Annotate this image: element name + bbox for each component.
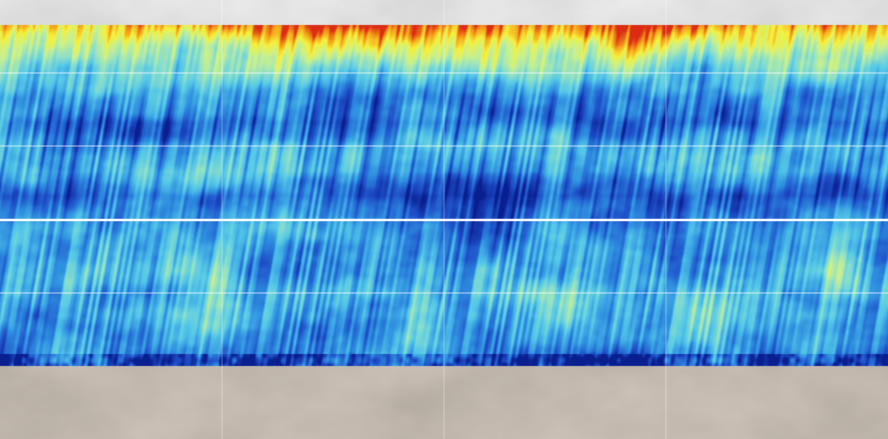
global-heatmap (0, 0, 888, 439)
graticule-overlay (0, 0, 888, 439)
